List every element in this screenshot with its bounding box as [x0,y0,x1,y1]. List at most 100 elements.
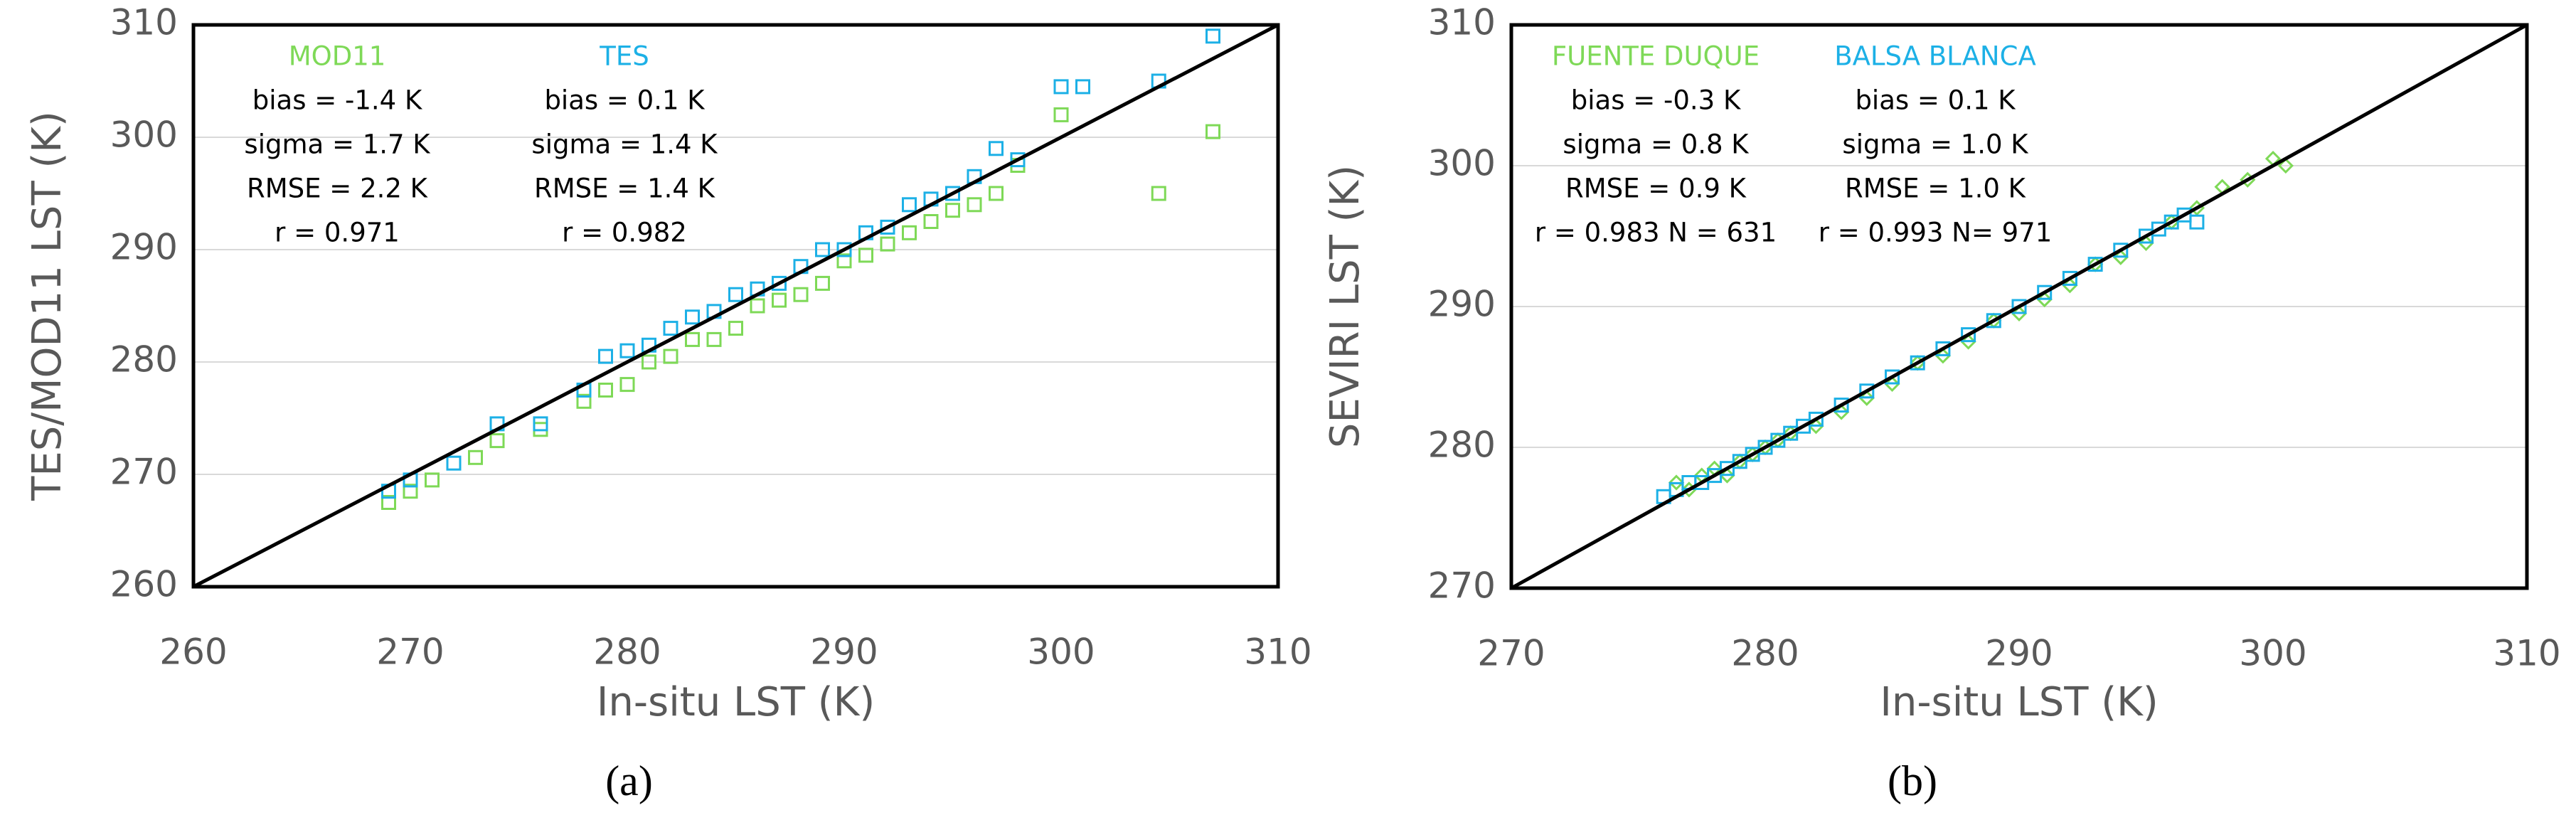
x-tick-label: 300 [2239,633,2306,674]
point [619,377,635,393]
stat-annotation: sigma = 1.0 K [1842,129,2029,160]
x-tick-label: 270 [376,632,444,673]
y-tick-label: 260 [110,564,178,605]
x-tick-label: 310 [2493,633,2560,674]
panel: 270 280 290 300 310 270 280 290 300 310 FUENTE DUQ… [1322,2,2561,804]
stat-annotation: bias = -1.4 K [252,85,423,116]
point [2062,277,2078,294]
point [619,343,635,358]
stat-annotation: RMSE = 2.2 K [247,174,429,204]
point [1808,411,1824,427]
y-tick-label: 280 [110,339,178,380]
stat-annotation: r = 0.982 [562,218,687,248]
point [1075,79,1090,95]
point [1986,313,2001,329]
point [1205,28,1220,44]
point [642,354,656,370]
point [815,242,830,257]
point [815,275,830,291]
y-axis-title: SEVIRI LST (K) [1322,165,1368,448]
legend-label: BALSA BLANCA [1834,41,2036,72]
point [858,247,873,263]
y-tick-label: 310 [1428,2,1496,43]
point [1151,186,1166,201]
stat-annotation: sigma = 0.8 K [1563,129,1750,160]
point [533,416,548,432]
point [598,348,613,364]
y-tick-label: 290 [110,227,178,268]
x-axis-title: In-situ LST (K) [597,679,875,725]
point [1961,327,1976,343]
point [836,253,852,269]
point [1053,79,1069,95]
stat-annotation: r = 0.971 [275,218,400,248]
point [663,348,678,364]
legend-label: MOD11 [289,41,386,72]
point [989,141,1004,156]
x-tick-label: 290 [810,632,878,673]
point [728,287,743,302]
point [685,309,700,325]
point [772,275,787,291]
point [2138,235,2154,252]
x-tick-label: 280 [1731,633,1799,674]
stat-annotation: r = 0.983 N = 631 [1535,218,1777,248]
x-tick-label: 280 [593,632,661,673]
point [750,298,765,314]
point [403,484,418,499]
point [945,203,960,218]
point [728,321,743,336]
stat-annotation: bias = 0.1 K [544,85,706,116]
point [989,186,1004,201]
point [945,186,960,201]
point [1719,467,1735,484]
point [598,383,613,398]
point [1205,124,1220,139]
y-tick-label: 290 [1428,284,1496,325]
point [793,287,809,302]
point [2189,214,2205,230]
point [425,472,440,488]
point [2277,157,2294,174]
point [880,219,895,235]
point [2011,299,2027,314]
point [2112,249,2129,265]
y-tick-label: 310 [110,2,178,43]
point [2011,305,2028,322]
panel-label: (b) [1888,757,1937,804]
y-tick-label: 270 [1428,565,1496,607]
point [381,495,396,510]
point [1858,390,1875,406]
point [685,331,700,347]
stat-annotation: r = 0.993 N= 971 [1819,218,2052,248]
point [468,449,483,465]
point [967,197,982,213]
panel: 260 270 280 290 300 310 260 270 280 290 300 310 MOD1… [24,2,1312,804]
one-to-one-line [192,23,1279,589]
y-tick-label: 270 [110,452,178,493]
x-tick-label: 260 [159,632,227,673]
point [2036,291,2053,308]
stat-annotation: bias = -0.3 K [1571,85,1742,116]
x-tick-label: 270 [1477,633,1545,674]
one-to-one-line [1510,23,2528,590]
y-tick-label: 300 [110,115,178,156]
point [2037,284,2053,300]
point [1053,107,1069,122]
point [923,214,939,229]
y-tick-label: 280 [1428,425,1496,466]
point [576,393,592,409]
stat-annotation: RMSE = 0.9 K [1565,174,1747,204]
point [489,433,505,449]
point [2087,257,2103,272]
point [1859,383,1875,399]
point [1910,355,1925,371]
point [1668,474,1685,491]
point [772,292,787,308]
stat-annotation: sigma = 1.4 K [531,129,718,160]
point [2062,270,2077,286]
point [1884,376,1900,393]
x-tick-label: 300 [1027,632,1095,673]
point [706,331,722,347]
